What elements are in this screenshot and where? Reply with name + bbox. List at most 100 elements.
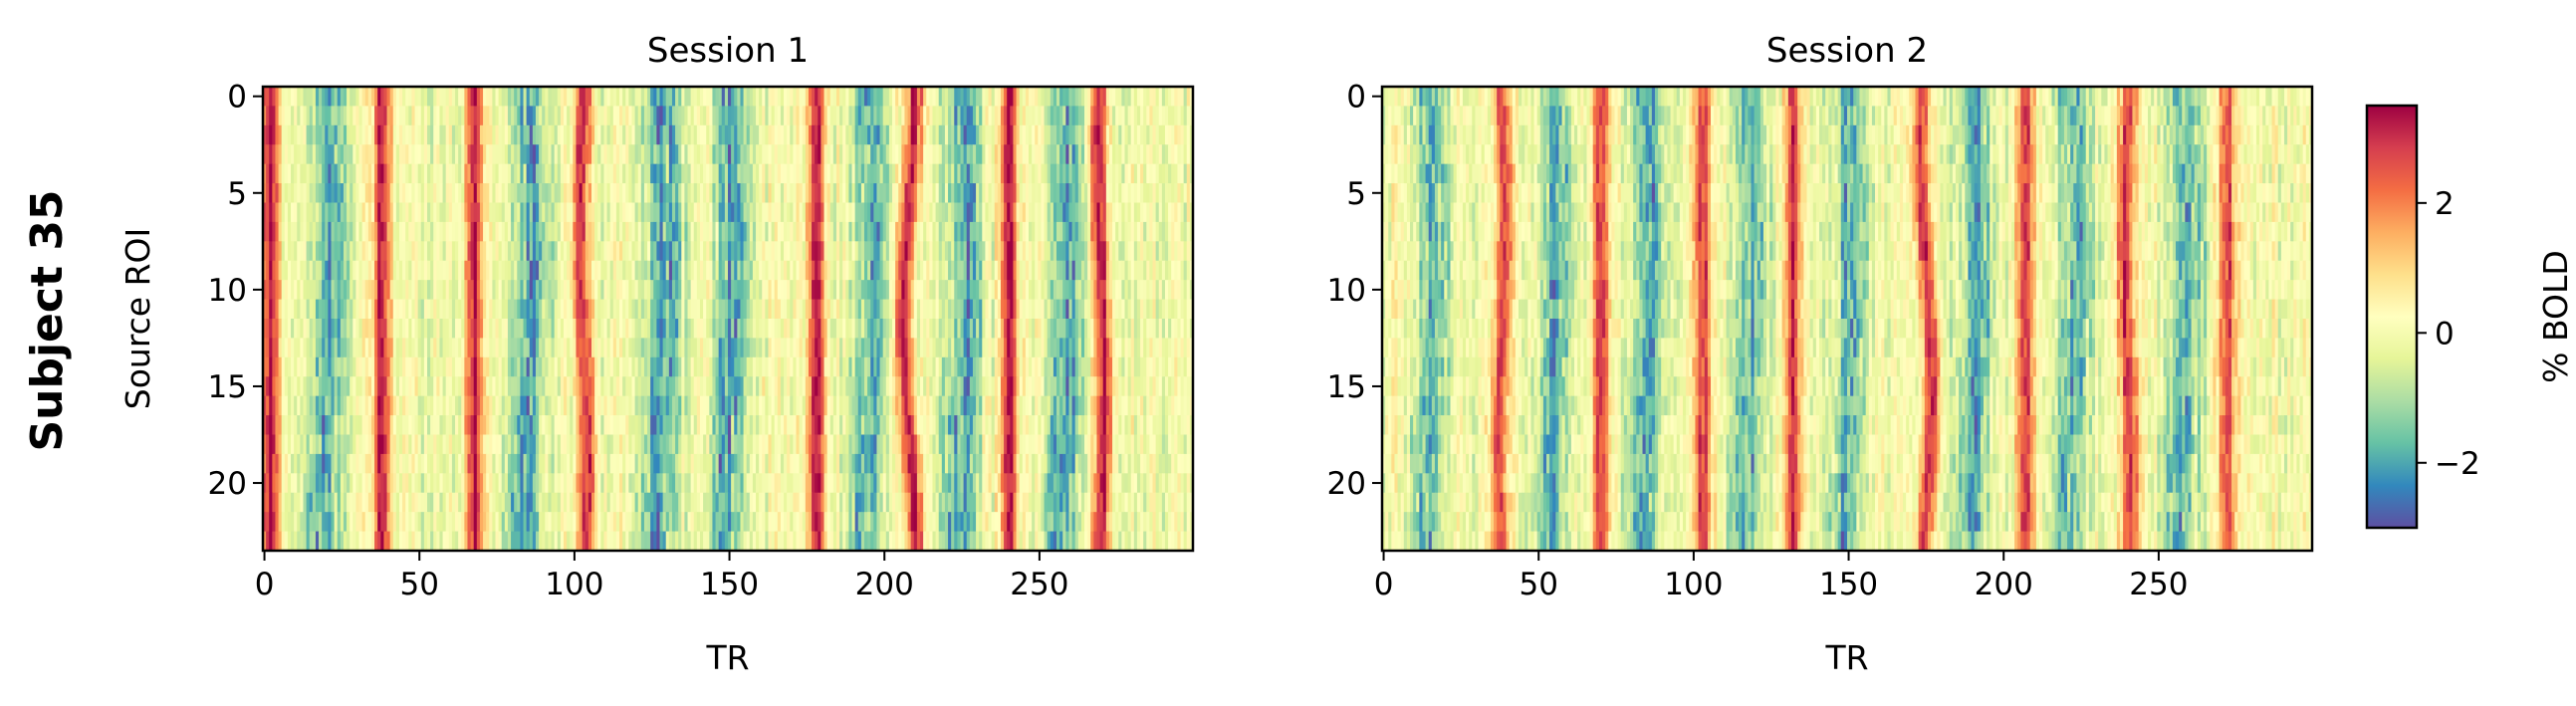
heatmap-cell xyxy=(473,338,478,358)
heatmap-cell xyxy=(461,299,465,320)
heatmap-cell xyxy=(548,260,553,281)
heatmap-cell xyxy=(951,183,955,204)
heatmap-cell xyxy=(1013,260,1018,281)
heatmap-cell xyxy=(343,356,348,377)
heatmap-cell xyxy=(501,299,506,320)
heatmap-cell xyxy=(699,280,704,301)
heatmap-cell xyxy=(768,87,773,108)
heatmap-cell xyxy=(278,124,283,145)
heatmap-cell xyxy=(448,260,453,281)
heatmap-cell xyxy=(275,280,280,301)
heatmap-cell xyxy=(812,183,816,204)
heatmap-cell xyxy=(436,376,441,397)
heatmap-cell xyxy=(331,163,336,184)
heatmap-cell xyxy=(1189,376,1194,397)
heatmap-cell xyxy=(631,87,636,108)
heatmap-cell xyxy=(1028,183,1033,204)
heatmap-cell xyxy=(337,202,342,223)
heatmap-cell xyxy=(768,241,773,262)
heatmap-cell xyxy=(643,338,648,358)
heatmap-cell xyxy=(777,124,782,145)
heatmap-cell xyxy=(542,241,546,262)
heatmap-cell xyxy=(985,376,990,397)
heatmap-cell xyxy=(1108,338,1113,358)
heatmap-cell xyxy=(628,163,633,184)
heatmap-cell xyxy=(306,144,311,165)
heatmap-cell xyxy=(665,183,670,204)
heatmap-cell xyxy=(718,356,723,377)
heatmap-cell xyxy=(1171,106,1175,126)
heatmap-cell xyxy=(402,87,406,108)
heatmap-cell xyxy=(857,106,862,126)
heatmap-cell xyxy=(1152,183,1157,204)
heatmap-cell xyxy=(470,319,475,340)
heatmap-cell xyxy=(784,260,788,281)
heatmap-cell xyxy=(787,106,791,126)
heatmap-cell xyxy=(994,260,999,281)
heatmap-cell xyxy=(724,260,729,281)
heatmap-cell xyxy=(991,260,996,281)
heatmap-cell xyxy=(637,87,642,108)
heatmap-cell xyxy=(458,260,462,281)
heatmap-cell xyxy=(1053,124,1057,145)
heatmap-cell xyxy=(668,280,673,301)
heatmap-cell xyxy=(281,202,286,223)
heatmap-cell xyxy=(898,338,902,358)
heatmap-cell xyxy=(746,280,751,301)
heatmap-cell xyxy=(818,163,821,184)
heatmap-cell xyxy=(1099,260,1104,281)
heatmap-cell xyxy=(470,124,475,145)
heatmap-row xyxy=(263,202,1194,223)
heatmap-cell xyxy=(383,183,388,204)
heatmap-cell xyxy=(1152,202,1157,223)
heatmap-cell xyxy=(374,319,378,340)
heatmap-cell xyxy=(532,144,537,165)
heatmap-cell xyxy=(570,280,574,301)
heatmap-cell xyxy=(1161,106,1166,126)
heatmap-cell xyxy=(287,280,292,301)
heatmap-cell xyxy=(352,144,356,165)
heatmap-cell xyxy=(1149,299,1154,320)
heatmap-cell xyxy=(347,163,351,184)
heatmap-cell xyxy=(514,356,518,377)
heatmap-cell xyxy=(756,106,760,126)
heatmap-cell xyxy=(920,144,924,165)
heatmap-cell xyxy=(411,163,416,184)
heatmap-cell xyxy=(737,395,742,416)
heatmap-cell xyxy=(483,87,487,108)
heatmap-cell xyxy=(367,319,372,340)
heatmap-cell xyxy=(737,124,742,145)
heatmap-cell xyxy=(417,241,422,262)
heatmap-cell xyxy=(337,395,342,416)
heatmap-cell xyxy=(954,221,958,242)
heatmap-cell xyxy=(1121,183,1126,204)
heatmap-cell xyxy=(988,260,993,281)
heatmap-cell xyxy=(615,356,620,377)
heatmap-cell xyxy=(668,124,673,145)
heatmap-cell xyxy=(857,144,862,165)
heatmap-cell xyxy=(994,106,999,126)
heatmap-cell xyxy=(749,163,754,184)
heatmap-cell xyxy=(405,338,409,358)
heatmap-cell xyxy=(1099,202,1104,223)
heatmap-cell xyxy=(787,280,791,301)
heatmap-cell xyxy=(455,260,459,281)
heatmap-cell xyxy=(269,280,273,301)
heatmap-cell xyxy=(392,183,397,204)
heatmap-cell xyxy=(895,299,899,320)
heatmap-cell xyxy=(585,299,589,320)
heatmap-cell xyxy=(929,319,934,340)
heatmap-cell xyxy=(637,163,642,184)
heatmap-cell xyxy=(557,260,562,281)
heatmap-cell xyxy=(941,338,946,358)
heatmap-cell xyxy=(507,356,512,377)
heatmap-cell xyxy=(693,87,698,108)
heatmap-cell xyxy=(609,221,614,242)
heatmap-cell xyxy=(790,356,794,377)
heatmap-cell xyxy=(823,183,828,204)
heatmap-cell xyxy=(312,163,317,184)
heatmap-cell xyxy=(1127,87,1132,108)
heatmap-cell xyxy=(1053,241,1057,262)
heatmap-cell xyxy=(526,356,531,377)
heatmap-cell xyxy=(609,87,614,108)
